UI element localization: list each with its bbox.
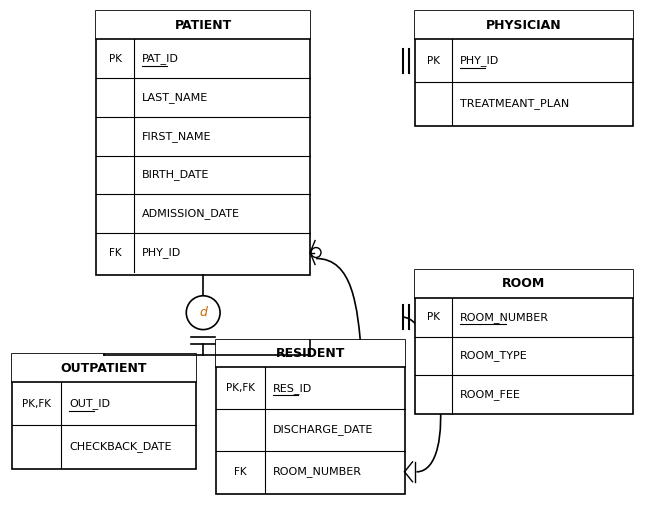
Text: DISCHARGE_DATE: DISCHARGE_DATE	[273, 425, 374, 435]
Text: ROOM_FEE: ROOM_FEE	[460, 389, 521, 400]
Text: ROOM_NUMBER: ROOM_NUMBER	[460, 312, 549, 322]
Text: PATIENT: PATIENT	[174, 19, 232, 32]
Bar	[96, 11, 310, 39]
Text: FIRST_NAME: FIRST_NAME	[142, 131, 212, 142]
Bar	[215, 339, 404, 494]
Text: PK: PK	[427, 56, 440, 65]
Bar	[415, 270, 633, 414]
Bar	[415, 270, 633, 298]
Text: PK,FK: PK,FK	[226, 383, 255, 393]
Text: TREATMEANT_PLAN: TREATMEANT_PLAN	[460, 98, 570, 109]
Text: RES_ID: RES_ID	[273, 383, 312, 394]
Text: PK: PK	[109, 54, 122, 63]
Bar	[415, 11, 633, 39]
Text: FK: FK	[109, 247, 122, 258]
Text: LAST_NAME: LAST_NAME	[142, 92, 208, 103]
Bar	[96, 11, 310, 275]
Text: PHYSICIAN: PHYSICIAN	[486, 19, 562, 32]
Text: PHY_ID: PHY_ID	[460, 55, 499, 66]
Text: BIRTH_DATE: BIRTH_DATE	[142, 170, 210, 180]
Text: d: d	[199, 306, 207, 319]
Text: PHY_ID: PHY_ID	[142, 247, 181, 258]
Text: CHECKBACK_DATE: CHECKBACK_DATE	[70, 441, 172, 452]
Text: ROOM_TYPE: ROOM_TYPE	[460, 351, 528, 361]
Text: PK,FK: PK,FK	[22, 399, 51, 409]
Bar	[12, 355, 196, 382]
Text: OUTPATIENT: OUTPATIENT	[61, 362, 147, 375]
Bar	[215, 339, 404, 367]
Text: ROOM: ROOM	[503, 277, 546, 290]
Circle shape	[186, 296, 220, 330]
Text: OUT_ID: OUT_ID	[70, 398, 111, 409]
Text: ADMISSION_DATE: ADMISSION_DATE	[142, 208, 240, 219]
Bar	[415, 11, 633, 126]
Text: PAT_ID: PAT_ID	[142, 53, 179, 64]
Bar	[12, 355, 196, 469]
Circle shape	[311, 247, 321, 258]
Text: FK: FK	[234, 467, 247, 477]
Text: PK: PK	[427, 312, 440, 322]
Text: RESIDENT: RESIDENT	[275, 347, 345, 360]
Text: ROOM_NUMBER: ROOM_NUMBER	[273, 467, 363, 477]
